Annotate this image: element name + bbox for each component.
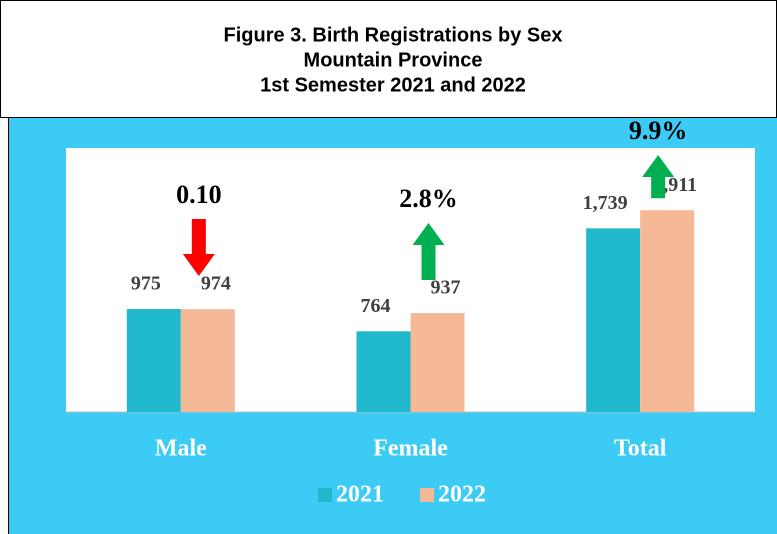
bar xyxy=(410,313,465,412)
bar xyxy=(356,331,411,412)
legend-label: 2022 xyxy=(438,482,486,508)
data-label: 974 xyxy=(201,273,231,295)
chart-title: 1st Semester 2021 and 2022 xyxy=(260,74,526,96)
x-tick-label: Female xyxy=(373,436,448,462)
arrow xyxy=(412,223,445,281)
data-label: 1,739 xyxy=(583,192,628,214)
x-tick-label: Total xyxy=(614,436,667,462)
arrow xyxy=(182,219,215,277)
data-label: 937 xyxy=(431,277,461,299)
annotation: 0.10 xyxy=(176,180,222,209)
annotation: 9.9% xyxy=(629,116,688,145)
bar xyxy=(180,309,235,412)
legend-swatch xyxy=(318,488,332,502)
title-box xyxy=(0,0,777,118)
arrow xyxy=(642,155,675,199)
data-label: 975 xyxy=(131,273,161,295)
annotation: 2.8% xyxy=(399,184,458,213)
bar xyxy=(640,210,695,412)
data-label: 764 xyxy=(361,295,391,317)
chart-title: Mountain Province xyxy=(304,49,483,71)
bar xyxy=(126,309,181,412)
legend-label: 2021 xyxy=(336,482,384,508)
legend-swatch xyxy=(420,488,434,502)
x-tick-label: Male xyxy=(155,436,207,462)
chart-title: Figure 3. Birth Registrations by Sex xyxy=(224,24,563,46)
bar xyxy=(586,228,641,412)
